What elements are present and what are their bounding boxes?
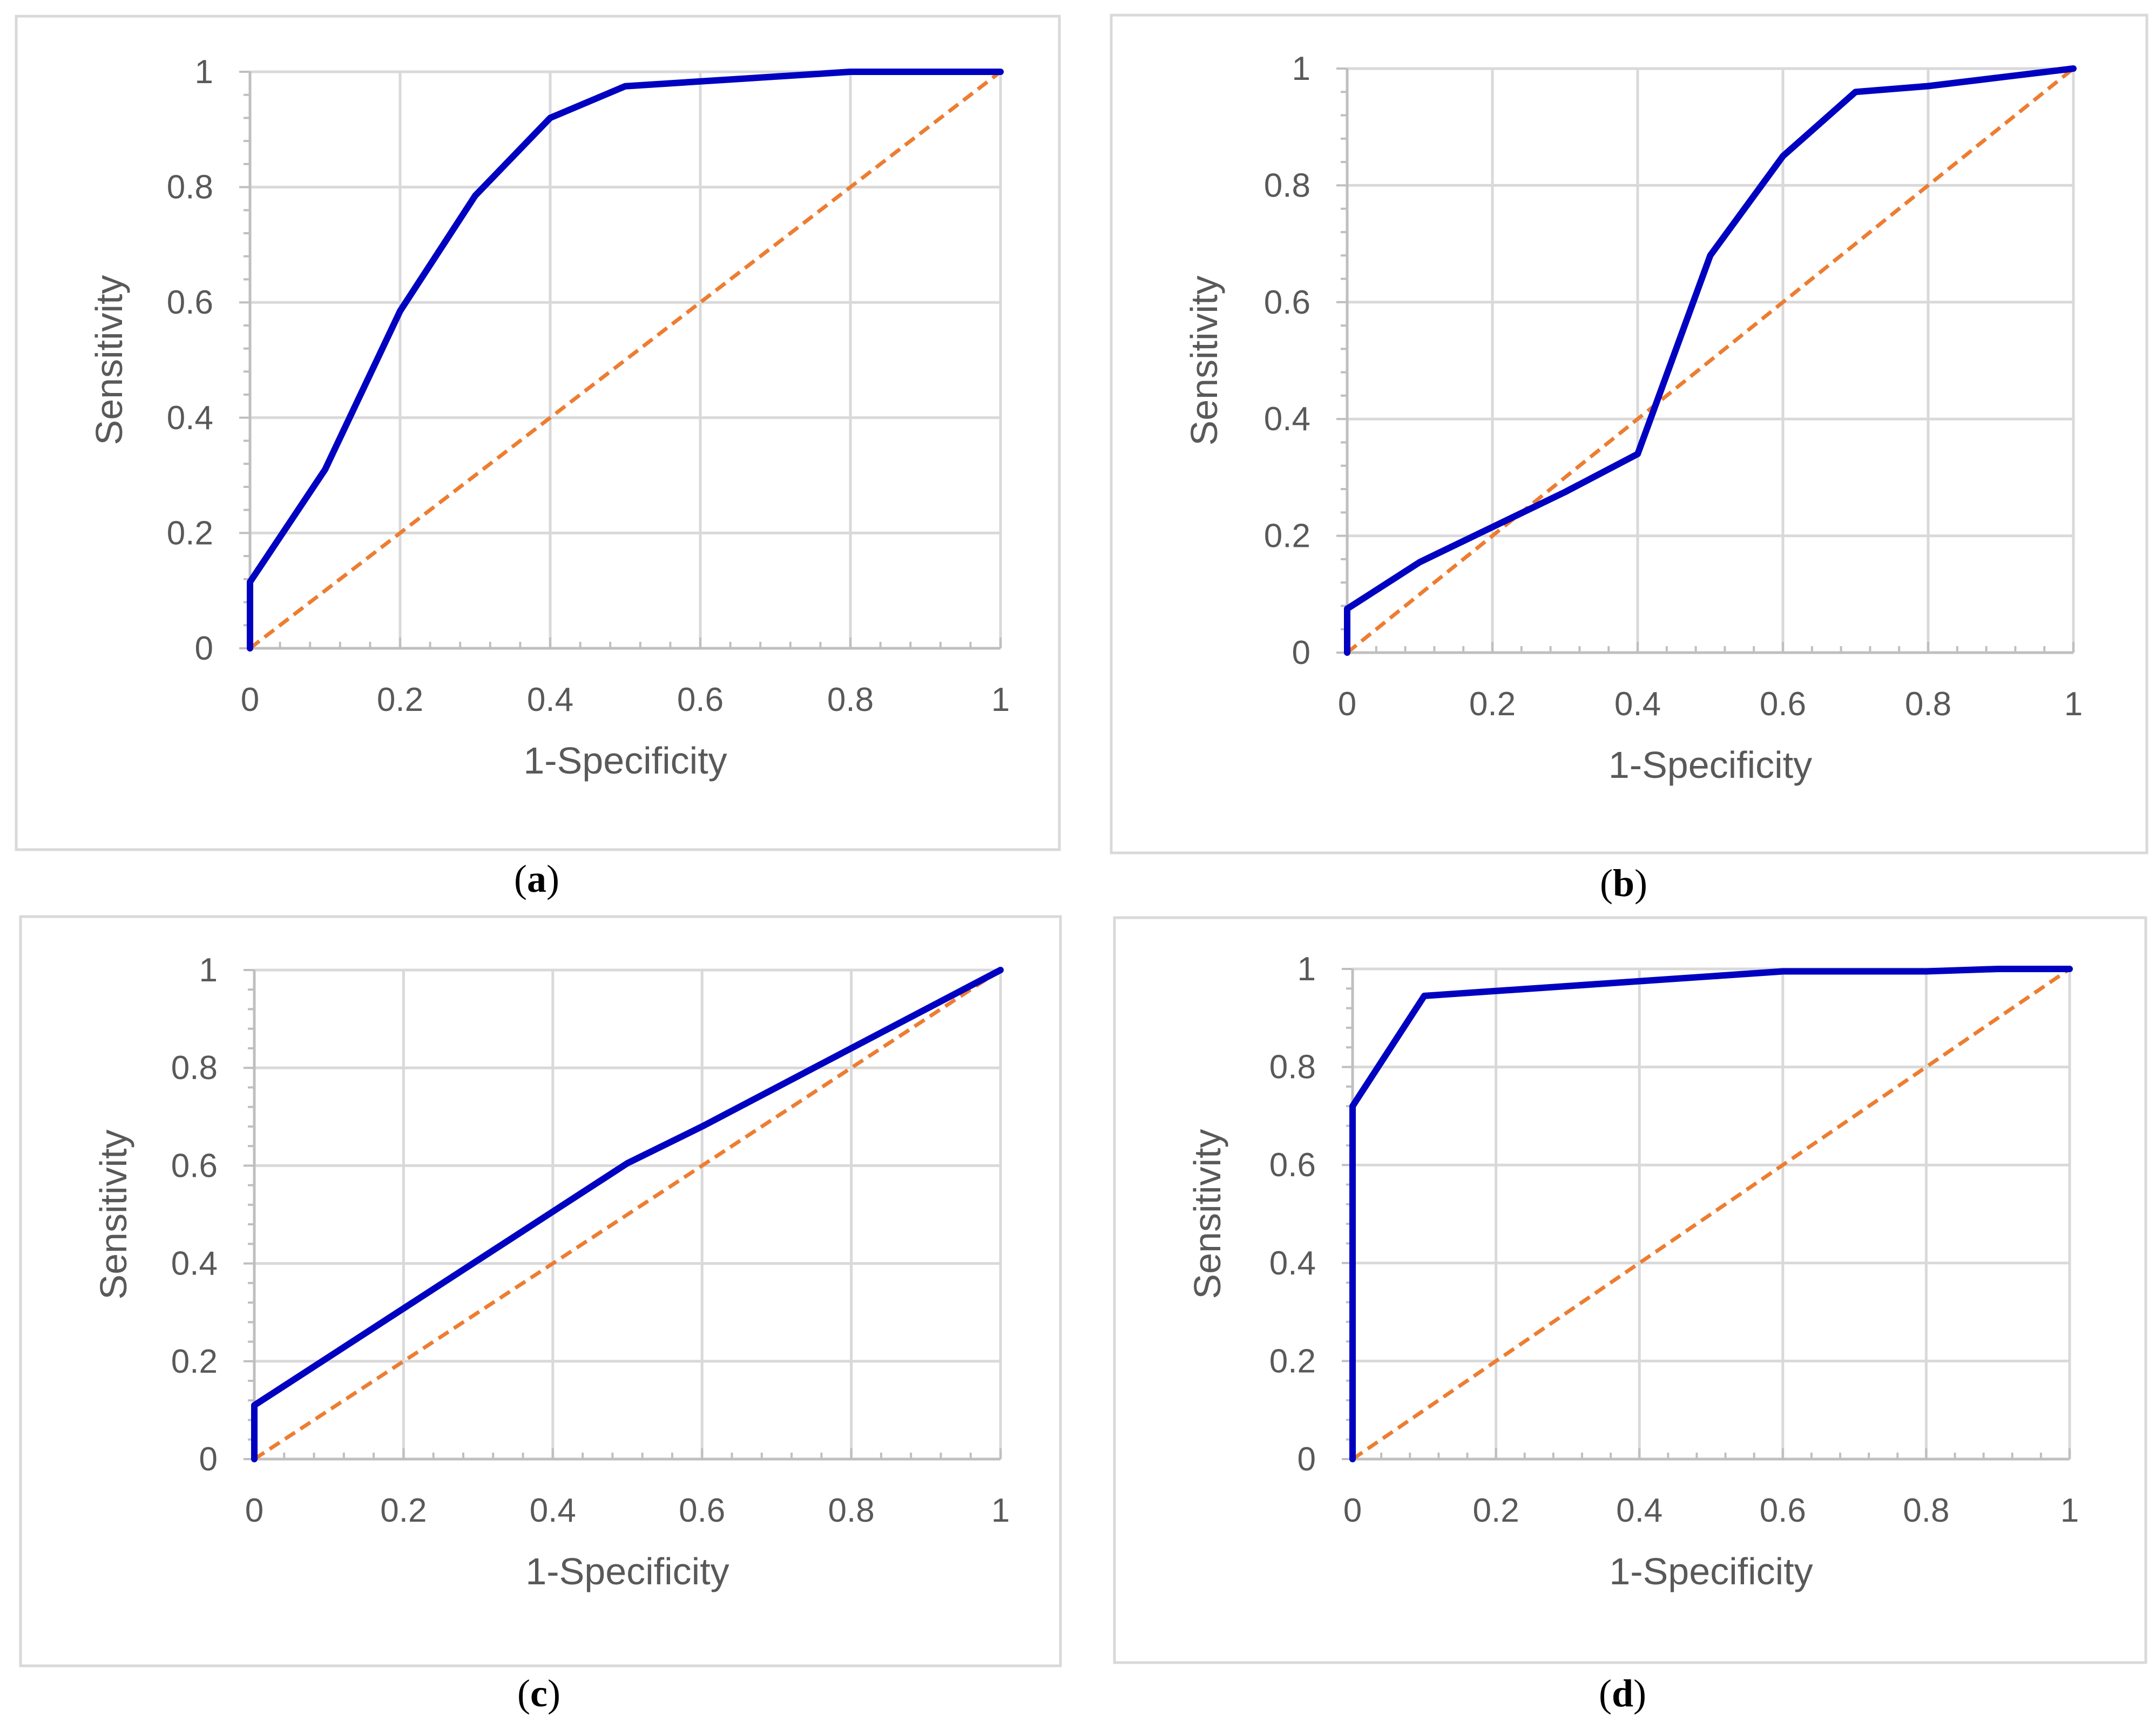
y-tick-label: 0.4 <box>1269 1245 1316 1282</box>
y-tick-label: 0.6 <box>167 284 213 321</box>
x-tick-label: 0.2 <box>377 681 423 718</box>
x-tick-label: 0.6 <box>1760 1492 1806 1529</box>
caption-close-paren: ) <box>1633 1672 1646 1715</box>
y-axis-title: Sensitivity <box>88 275 130 445</box>
x-axis-title: 1-Specificity <box>523 740 727 782</box>
chart-panel-b: 0 0.2 0.4 0.6 0.8 1 0 0.2 0.4 0.6 0.8 1 1-Specificit… <box>1110 13 2148 905</box>
x-tick-label: 0.2 <box>380 1492 427 1529</box>
x-tick-label: 0.2 <box>1469 686 1516 723</box>
chart-frame <box>15 15 1061 851</box>
x-tick-label: 1 <box>991 681 1010 718</box>
reference-diagonal-line <box>1351 967 2071 1461</box>
reference-diagonal-line <box>253 968 1002 1461</box>
panel-caption: (c) <box>517 1672 560 1715</box>
y-tick-label: 0.6 <box>1269 1147 1316 1184</box>
panel-caption: (b) <box>1600 862 1647 905</box>
roc-curve-line <box>1344 65 2077 656</box>
x-tick-label: 0.2 <box>1472 1492 1519 1529</box>
x-tick-label: 0.8 <box>1903 1492 1949 1529</box>
y-tick-label: 0.8 <box>1269 1049 1316 1086</box>
y-tick-label: 0.2 <box>167 514 213 552</box>
y-tick-label: 0.4 <box>171 1245 218 1283</box>
x-tick-label: 0.4 <box>1614 686 1661 723</box>
y-tick-label: 0 <box>195 630 213 667</box>
x-tick-label: 0.4 <box>530 1492 576 1529</box>
x-tick-label: 1 <box>2060 1492 2079 1529</box>
x-tick-label: 0.4 <box>1616 1492 1663 1529</box>
x-tick-label: 0 <box>1338 686 1356 723</box>
caption-close-paren: ) <box>546 857 559 900</box>
reference-diagonal-line <box>1346 67 2075 654</box>
x-tick-label: 0.8 <box>828 1492 874 1529</box>
y-tick-label: 0.8 <box>1264 167 1310 204</box>
x-tick-label: 0.8 <box>827 681 874 718</box>
x-tick-label: 0.6 <box>677 681 724 718</box>
panel-caption: (d) <box>1599 1672 1646 1715</box>
y-tick-label: 0.6 <box>1264 284 1310 321</box>
reference-diagonal-line <box>248 70 1002 650</box>
x-tick-label: 0 <box>241 681 259 718</box>
y-tick-label: 1 <box>199 952 218 989</box>
y-tick-label: 0 <box>199 1441 218 1478</box>
x-axis-title: 1-Specificity <box>1609 1550 1813 1592</box>
caption-letter: d <box>1612 1672 1633 1715</box>
caption-open-paren: ( <box>1600 862 1613 905</box>
x-tick-label: 1 <box>991 1492 1010 1529</box>
y-tick-label: 1 <box>1297 951 1316 988</box>
y-tick-label: 0.4 <box>167 399 213 437</box>
x-tick-label: 0.6 <box>1760 686 1806 723</box>
y-tick-label: 1 <box>1292 50 1310 87</box>
x-axis-title: 1-Specificity <box>525 1550 729 1592</box>
y-tick-label: 0 <box>1297 1441 1316 1478</box>
y-tick-label: 0.8 <box>171 1049 218 1087</box>
y-tick-label: 0.8 <box>167 169 213 206</box>
caption-close-paren: ) <box>548 1672 560 1715</box>
y-axis-title: Sensitivity <box>92 1129 134 1299</box>
chart-panel-d: 0 0.2 0.4 0.6 0.8 1 0 0.2 0.4 0.6 0.8 1 1-Specificit… <box>1113 916 2147 1715</box>
y-tick-label: 1 <box>195 53 213 91</box>
y-tick-label: 0.6 <box>171 1147 218 1184</box>
caption-letter: c <box>530 1672 548 1715</box>
chart-panel-c: 0 0.2 0.4 0.6 0.8 1 0 0.2 0.4 0.6 0.8 1 1-Specificit… <box>19 915 1062 1715</box>
y-tick-label: 0.2 <box>171 1343 218 1380</box>
x-tick-label: 0 <box>245 1492 263 1529</box>
caption-open-paren: ( <box>514 857 527 900</box>
x-tick-label: 0.6 <box>679 1492 725 1529</box>
y-tick-label: 0.2 <box>1269 1342 1316 1380</box>
chart-frame <box>1113 916 2147 1664</box>
y-tick-label: 0.2 <box>1264 518 1310 555</box>
y-axis-title: Sensitivity <box>1183 275 1225 445</box>
x-axis-title: 1-Specificity <box>1609 744 1812 786</box>
x-tick-label: 0 <box>1343 1492 1362 1529</box>
x-tick-label: 0.8 <box>1905 686 1951 723</box>
caption-open-paren: ( <box>1599 1672 1612 1715</box>
y-tick-label: 0 <box>1292 634 1310 672</box>
x-tick-label: 0.4 <box>527 681 573 718</box>
panel-caption: (a) <box>514 857 559 900</box>
caption-letter: a <box>527 857 546 900</box>
y-tick-label: 0.4 <box>1264 401 1310 438</box>
chart-frame <box>19 915 1062 1667</box>
caption-letter: b <box>1613 862 1634 905</box>
roc-curve-line <box>1349 966 2073 1462</box>
chart-frame <box>1110 13 2148 855</box>
caption-close-paren: ) <box>1634 862 1647 905</box>
chart-panel-a: 0 0.2 0.4 0.6 0.8 1 0 0.2 0.4 0.6 0.8 1 1-Specificit… <box>15 15 1061 900</box>
y-axis-title: Sensitivity <box>1186 1129 1228 1299</box>
x-tick-label: 1 <box>2064 686 2083 723</box>
caption-open-paren: ( <box>517 1672 530 1715</box>
